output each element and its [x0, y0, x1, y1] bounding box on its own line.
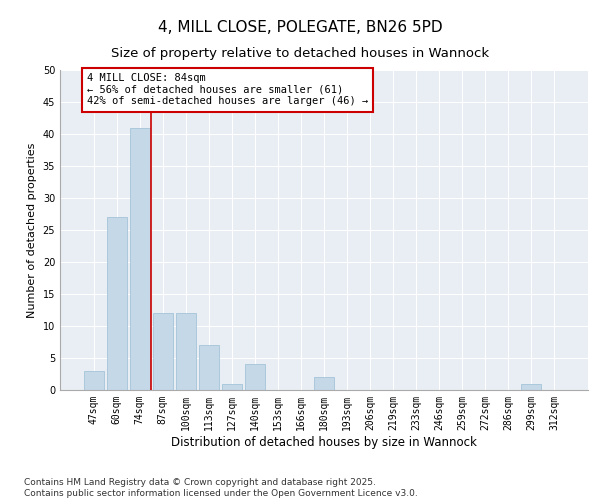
Text: 4 MILL CLOSE: 84sqm
← 56% of detached houses are smaller (61)
42% of semi-detach: 4 MILL CLOSE: 84sqm ← 56% of detached ho… — [87, 73, 368, 106]
Bar — [222, 384, 242, 390]
Bar — [176, 313, 196, 390]
Bar — [84, 371, 104, 390]
Y-axis label: Number of detached properties: Number of detached properties — [27, 142, 37, 318]
Bar — [153, 313, 173, 390]
Bar — [521, 384, 541, 390]
Bar — [199, 345, 218, 390]
X-axis label: Distribution of detached houses by size in Wannock: Distribution of detached houses by size … — [171, 436, 477, 448]
Bar — [245, 364, 265, 390]
Bar — [314, 377, 334, 390]
Text: Size of property relative to detached houses in Wannock: Size of property relative to detached ho… — [111, 48, 489, 60]
Bar — [130, 128, 149, 390]
Text: 4, MILL CLOSE, POLEGATE, BN26 5PD: 4, MILL CLOSE, POLEGATE, BN26 5PD — [158, 20, 442, 35]
Text: Contains HM Land Registry data © Crown copyright and database right 2025.
Contai: Contains HM Land Registry data © Crown c… — [24, 478, 418, 498]
Bar — [107, 217, 127, 390]
